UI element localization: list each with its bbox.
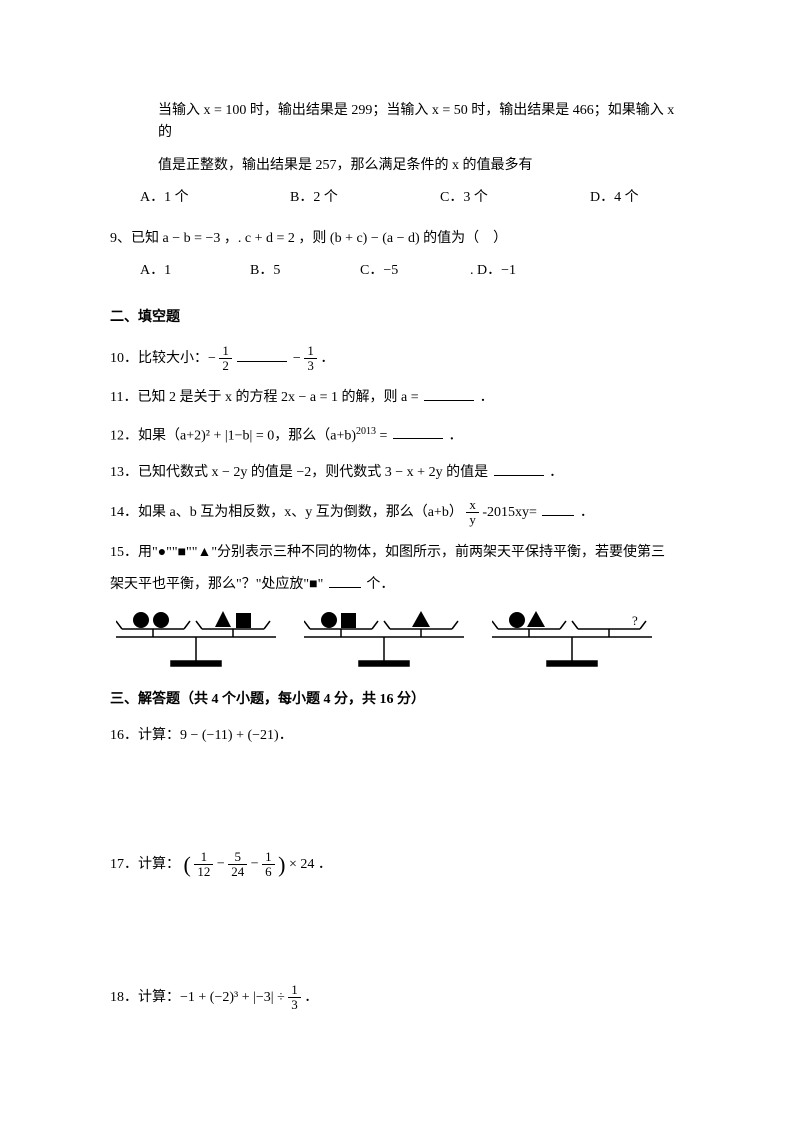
- q9-opt-c: C．−5: [360, 260, 470, 282]
- q-intro-line2: 值是正整数，输出结果是 257，那么满足条件的 x 的值最多有: [110, 155, 684, 177]
- q14-blank: [542, 502, 574, 516]
- q11: 11．已知 2 是关于 x 的方程 2x − a = 1 的解，则 a = ．: [110, 387, 684, 409]
- q14: 14．如果 a、b 互为相反数，x、y 互为倒数，那么（a+b） xy -201…: [110, 498, 684, 528]
- q14-end: ．: [580, 505, 594, 520]
- q17-f1: 112: [194, 850, 213, 880]
- q11-text: 11．已知 2 是关于 x 的方程 2x − a = 1 的解，则 a =: [110, 390, 419, 405]
- q9-opt-a: A．1: [140, 260, 250, 282]
- q18-end: ．: [304, 990, 318, 1005]
- q12-sup: 2013: [356, 426, 376, 437]
- q17-prefix: 17．计算：: [110, 857, 180, 872]
- q15-blank: [329, 574, 361, 588]
- balance-2: [304, 607, 464, 669]
- q-intro-opt-d: D．4 个: [590, 187, 639, 209]
- q11-blank: [424, 387, 474, 401]
- q-intro-opt-c: C．3 个: [440, 187, 590, 209]
- q12: 12．如果（a+2)² + |1−b| = 0，那么（a+b)2013 = ．: [110, 424, 684, 448]
- q10-blank: [237, 348, 287, 362]
- q17: 17．计算： ( 112 − 524 − 16 ) × 24 ．: [110, 847, 684, 882]
- q9-opt-d: . D．−1: [470, 260, 516, 282]
- q16: 16．计算：9 − (−11) + (−21)．: [110, 725, 684, 747]
- q15-line2: 架天平也平衡，那么"？"处应放"■": [110, 577, 323, 592]
- svg-text:?: ?: [632, 613, 638, 628]
- q10-prefix: 10．比较大小：−: [110, 351, 216, 366]
- q14-frac: xy: [466, 498, 479, 528]
- section2-title: 二、填空题: [110, 307, 684, 329]
- q12-mid: =: [380, 428, 388, 443]
- q13-end: ．: [549, 465, 563, 480]
- q13-blank: [494, 462, 544, 476]
- q-intro-opt-b: B．2 个: [290, 187, 440, 209]
- q12-prefix: 12．如果（a+2)² + |1−b| = 0，那么（a+b): [110, 428, 356, 443]
- q18: 18．计算：−1 + (−2)³ + |−3| ÷ 13 ．: [110, 983, 684, 1013]
- balance-3: ?: [492, 607, 652, 669]
- q9-opt-b: B．5: [250, 260, 360, 282]
- q15-end: 个．: [366, 577, 394, 592]
- q13-prefix: 13．已知代数式 x − 2y 的值是 −2，则代数式 3 − x + 2y 的…: [110, 465, 488, 480]
- q14-prefix: 14．如果 a、b 互为相反数，x、y 互为倒数，那么（a+b）: [110, 505, 463, 520]
- q10-frac1: 12: [219, 344, 232, 374]
- q12-blank: [393, 425, 443, 439]
- q13: 13．已知代数式 x − 2y 的值是 −2，则代数式 3 − x + 2y 的…: [110, 462, 684, 484]
- q18-prefix: 18．计算：−1 + (−2)³ + |−3| ÷: [110, 990, 288, 1005]
- q10-end: ．: [320, 351, 334, 366]
- q10-frac2: 13: [304, 344, 317, 374]
- q9-text: 9、已知 a − b = −3 ，. c + d = 2 ，则 (b + c) …: [110, 228, 684, 250]
- q12-end: ．: [448, 428, 462, 443]
- balance-diagrams: ?: [110, 607, 684, 669]
- q18-frac: 13: [288, 983, 301, 1013]
- q14-mid: -2015xy=: [482, 505, 537, 520]
- q11-end: ．: [480, 390, 494, 405]
- q15-line1: 15．用"●""■""▲"分别表示三种不同的物体，如图所示，前两架天平保持平衡，…: [110, 542, 684, 564]
- q-intro-opt-a: A．1 个: [140, 187, 290, 209]
- q17-end: × 24 ．: [289, 857, 332, 872]
- q10-mid: −: [293, 351, 301, 366]
- balance-1: [116, 607, 276, 669]
- q-intro-line1: 当输入 x = 100 时，输出结果是 299；当输入 x = 50 时，输出结…: [110, 100, 684, 145]
- q15-line2-wrap: 架天平也平衡，那么"？"处应放"■" 个．: [110, 574, 684, 596]
- q17-f2: 524: [228, 850, 247, 880]
- q17-f3: 16: [262, 850, 275, 880]
- q10: 10．比较大小：− 12 − 13 ．: [110, 344, 684, 374]
- section3-title: 三、解答题（共 4 个小题，每小题 4 分，共 16 分）: [110, 689, 684, 711]
